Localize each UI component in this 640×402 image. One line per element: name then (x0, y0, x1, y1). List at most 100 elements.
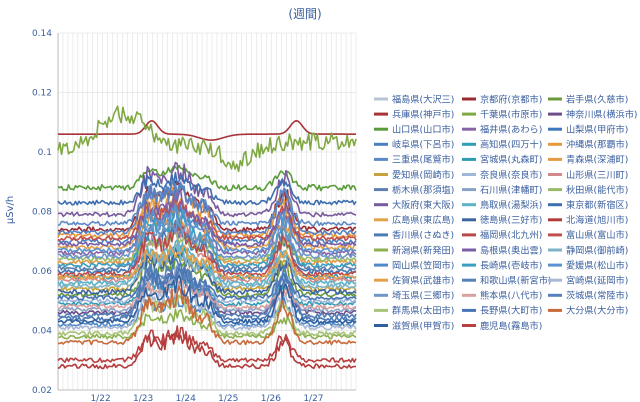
legend-label: 神奈川県(横浜市) (566, 108, 637, 120)
legend-item: 京都府(京都市) (462, 93, 542, 105)
y-tick-label: 0.08 (32, 208, 52, 218)
legend-label: 京都府(京都市) (480, 93, 542, 105)
x-tick-labels: 1/22 1/23 1/24 1/25 1/26 1/27 (90, 394, 323, 402)
series-line (58, 285, 357, 346)
legend-item: 新潟県(新発田) (374, 244, 454, 256)
legend-label: 香川県(さぬき) (392, 230, 454, 241)
series-line (57, 274, 357, 325)
series-line (57, 278, 357, 310)
legend: 福島県(大沢三) 京都府(京都市) 岩手県(久慈市) 兵庫県(神戸市) 千葉県(市原市)… (374, 93, 637, 332)
legend-label: 東京都(新宿区) (566, 199, 628, 211)
legend-label: 福井県(あわら) (480, 124, 542, 136)
legend-label: 石川県(津幡町) (480, 184, 542, 196)
legend-label: 岡山県(笠岡市) (392, 259, 454, 271)
legend-label: 鹿児島(霧島市) (480, 320, 542, 332)
x-tick-label: 1/22 (90, 394, 110, 402)
legend-label: 山梨県(甲府市) (566, 124, 628, 136)
legend-label: 岩手県(久慈市) (566, 93, 628, 105)
legend-item: 滋賀県(甲賀市) (374, 320, 454, 332)
legend-label: 三重県(尾鷲市) (392, 154, 454, 166)
x-tick-label: 1/23 (133, 394, 153, 402)
series-line (57, 242, 357, 289)
series-line (57, 181, 357, 227)
legend-item: 静岡県(御前崎) (548, 244, 628, 256)
legend-item: 群馬県(太田市) (374, 305, 454, 317)
legend-label: 静岡県(御前崎) (566, 244, 628, 256)
series-line (57, 190, 357, 251)
legend-label: 長野県(大町市) (480, 305, 542, 317)
grid (57, 32, 357, 391)
legend-label: 佐賀県(武雄市) (392, 275, 454, 287)
legend-label: 高知県(四万十) (480, 139, 542, 151)
legend-label: 奈良県(奈良市) (480, 169, 542, 181)
legend-item: 東京都(新宿区) (548, 199, 628, 211)
x-tick-label: 1/25 (218, 394, 238, 402)
legend-item: 大阪府(東大阪) (374, 199, 454, 211)
series-line (57, 294, 356, 337)
legend-item: 富山県(富山市) (548, 229, 628, 241)
y-tick-label: 0.06 (32, 267, 52, 277)
series-line (58, 120, 356, 141)
legend-label: 山形県(三川町) (566, 169, 628, 181)
legend-label: 宮城県(丸森町) (480, 154, 542, 166)
legend-item: 青森県(深浦町) (548, 154, 628, 166)
legend-item: 福井県(あわら) (462, 124, 542, 136)
series-line (57, 219, 357, 260)
series-line (57, 331, 356, 370)
legend-label: 千葉県(市原市) (480, 108, 542, 120)
series-line (57, 239, 357, 286)
legend-item: 埼玉県(三郷市) (374, 290, 454, 302)
legend-label: 山口県(山口市) (392, 124, 454, 136)
legend-item: 岐阜県(下呂市) (374, 139, 454, 151)
y-tick-labels: 0.02 0.04 0.06 0.08 0.1 0.12 0.14 (32, 29, 52, 396)
legend-label: 茨城県(常陸市) (566, 290, 628, 302)
legend-label: 大阪府(東大阪) (392, 199, 454, 211)
legend-label: 岐阜県(下呂市) (392, 139, 454, 151)
legend-item: 山梨県(甲府市) (548, 124, 628, 136)
legend-label: 徳島県(三好市) (480, 214, 542, 226)
series-line (57, 171, 357, 206)
legend-label: 福岡県(北九州) (480, 229, 542, 241)
legend-item: 沖縄県(那覇市) (548, 139, 628, 151)
legend-item: 福島県(大沢三) (374, 93, 454, 105)
y-tick-label: 0.04 (32, 327, 52, 337)
legend-item: 長野県(大町市) (462, 305, 542, 317)
legend-label: 兵庫県(神戸市) (392, 108, 454, 120)
legend-item: 宮崎県(延岡市) (548, 275, 628, 287)
y-tick-label: 0.14 (32, 29, 52, 39)
legend-item: 岡山県(笠岡市) (374, 259, 454, 271)
legend-label: 沖縄県(那覇市) (566, 139, 628, 151)
legend-item: 広島県(東広島) (374, 214, 454, 226)
legend-label: 栃木県(那須塩) (392, 184, 454, 196)
legend-item: 奈良県(奈良市) (462, 169, 542, 181)
legend-item: 山形県(三川町) (548, 169, 628, 181)
series-line (58, 255, 357, 298)
legend-label: 熊本県(八代市) (480, 290, 542, 302)
legend-item: 宮城県(丸森町) (462, 154, 542, 166)
legend-label: 秋田県(能代市) (566, 184, 628, 196)
legend-item: 高知県(四万十) (462, 139, 542, 151)
legend-item: 茨城県(常陸市) (548, 290, 628, 302)
legend-label: 富山県(富山市) (566, 229, 628, 241)
legend-item: 兵庫県(神戸市) (374, 108, 454, 120)
series-line (57, 164, 357, 192)
legend-label: 青森県(深浦町) (566, 154, 628, 166)
legend-item: 栃木県(那須塩) (374, 184, 454, 196)
legend-item: 長崎県(壱岐市) (462, 259, 542, 271)
legend-label: 愛媛県(松山市) (566, 259, 628, 271)
legend-label: 埼玉県(三郷市) (392, 290, 454, 302)
chart-title: (週間) (288, 7, 321, 21)
legend-item: 北海道(旭川市) (548, 214, 628, 226)
x-tick-label: 1/26 (261, 394, 281, 402)
legend-label: 和歌山県(新宮市) (480, 275, 551, 287)
y-tick-label: 0.12 (32, 89, 52, 99)
legend-item: 福岡県(北九州) (462, 229, 542, 241)
legend-label: 北海道(旭川市) (566, 214, 628, 226)
legend-item: 島根県(奥出雲) (462, 244, 542, 256)
series-line (57, 267, 357, 301)
series-lines (57, 105, 357, 370)
legend-label: 鳥取県(湯梨浜) (480, 199, 542, 211)
legend-label: 広島県(東広島) (392, 214, 454, 226)
legend-item: 愛媛県(松山市) (548, 259, 628, 271)
